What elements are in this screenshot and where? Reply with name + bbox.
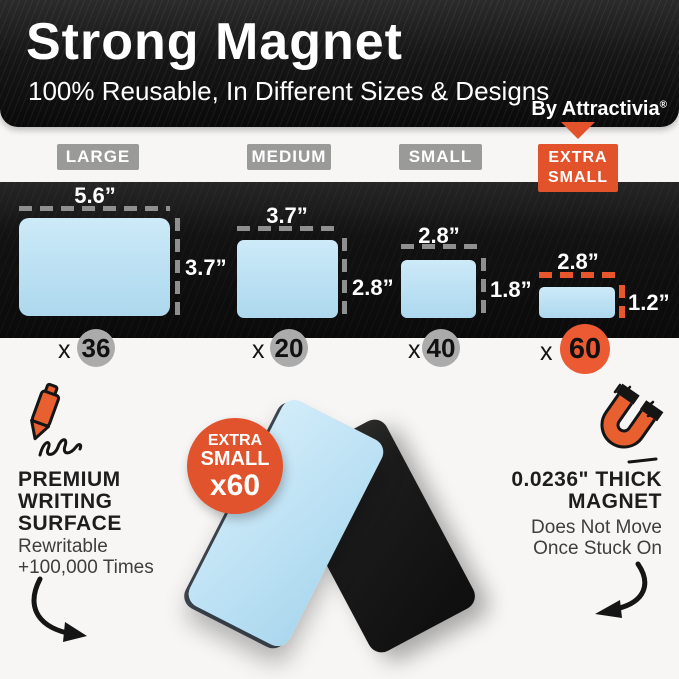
feature-title-line: PREMIUM	[18, 468, 121, 491]
feature-sub-line: Does Not Move	[531, 517, 662, 538]
feature-title-line: MAGNET	[568, 490, 662, 513]
feature-sub-line: +100,000 Times	[18, 557, 154, 578]
height-value-extra-small: 1.2”	[628, 290, 670, 315]
curved-arrow-icon	[595, 561, 648, 618]
feature-subtext-writing-surface: Rewritable +100,000 Times	[18, 536, 154, 578]
height-dimension-line-extra-small	[619, 285, 625, 318]
height-dimension-line-small	[481, 258, 486, 318]
magnet-swatch-small	[401, 260, 476, 318]
feature-subtext-thickness: Does Not Move Once Stuck On	[531, 517, 662, 559]
header-subtitle: 100% Reusable, In Different Sizes & Desi…	[28, 76, 550, 106]
brand-name: By Attractivia®	[531, 98, 667, 121]
width-value-small: 2.8”	[418, 223, 460, 248]
multiplier-sign: x	[252, 336, 265, 364]
width-dimension-line-small	[401, 244, 477, 249]
feature-title-line: WRITING	[18, 490, 113, 513]
count-badge-large: 36	[77, 329, 115, 367]
multiplier-sign: x	[58, 336, 71, 364]
multiplier-sign: x	[540, 338, 553, 366]
curved-arrow-icon	[31, 576, 87, 642]
feature-title-thickness: 0.0236" THICK MAGNET	[511, 469, 662, 513]
width-dimension-line-medium	[237, 226, 338, 231]
extra-small-count-badge: EXTRA SMALL x60	[187, 418, 283, 514]
brand-text: By Attractivia	[531, 98, 660, 120]
width-dimension-line-large	[19, 206, 170, 211]
size-label-medium: MEDIUM	[247, 144, 331, 170]
page-title: Strong Magnet	[26, 13, 403, 71]
height-dimension-line-large	[175, 218, 180, 316]
width-value-medium: 3.7”	[266, 203, 308, 228]
width-value-large: 5.6”	[74, 183, 116, 208]
size-label-extra-small: EXTRA SMALL	[538, 144, 618, 192]
height-value-small: 1.8”	[490, 277, 532, 302]
height-value-medium: 2.8”	[352, 275, 394, 300]
size-label-small: SMALL	[399, 144, 482, 170]
size-label-large: LARGE	[57, 144, 139, 170]
feature-title-line: 0.0236" THICK	[511, 468, 662, 491]
badge-line: SMALL	[200, 447, 270, 470]
feature-sub-line: Rewritable	[18, 536, 108, 557]
magnet-swatch-extra-small	[539, 287, 615, 318]
height-dimension-line-medium	[342, 238, 347, 318]
down-triangle-icon	[561, 122, 595, 139]
badge-line: EXTRA	[207, 431, 263, 449]
height-value-large: 3.7”	[185, 255, 227, 280]
magnet-swatch-large	[19, 218, 170, 316]
feature-sub-line: Once Stuck On	[533, 538, 662, 559]
feature-title-writing-surface: PREMIUM WRITING SURFACE	[18, 469, 122, 535]
width-value-extra-small: 2.8”	[557, 249, 599, 274]
feature-title-line: SURFACE	[18, 512, 122, 535]
header-banner: Strong Magnet 100% Reusable, In Differen…	[0, 0, 679, 127]
magnet-swatch-medium	[237, 240, 338, 318]
marker-pen-icon	[30, 382, 83, 457]
horseshoe-magnet-icon	[600, 383, 664, 464]
badge-line: x60	[209, 468, 261, 502]
count-badge-small: 40	[422, 329, 460, 367]
registered-mark: ®	[659, 99, 667, 111]
multiplier-sign: x	[408, 336, 421, 364]
count-badge-extra-small: 60	[560, 324, 610, 374]
width-dimension-line-extra-small	[539, 272, 617, 278]
count-badge-medium: 20	[270, 329, 308, 367]
